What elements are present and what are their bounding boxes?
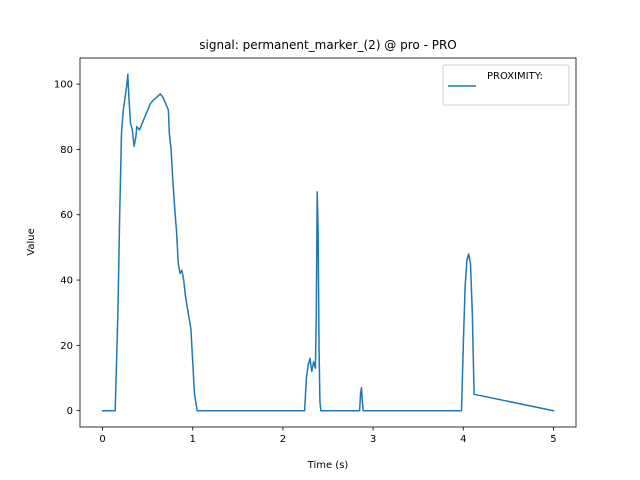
x-tick-label: 4 <box>460 434 466 445</box>
y-tick-label: 80 <box>60 145 73 156</box>
x-tick-label: 3 <box>370 434 376 445</box>
x-axis-ticks: 0 1 2 3 4 5 <box>99 427 557 445</box>
legend-label-proximity: PROXIMITY: <box>487 71 543 82</box>
y-tick-label: 20 <box>60 341 73 352</box>
chart-title: signal: permanent_marker_(2) @ pro - PRO <box>199 38 456 52</box>
series-line-proximity <box>101 73 555 412</box>
x-tick-label: 1 <box>190 434 196 445</box>
x-tick-label: 5 <box>550 434 556 445</box>
x-tick-label: 0 <box>99 434 105 445</box>
y-axis-ticks: 0 20 40 60 80 100 <box>54 80 80 417</box>
plot-area <box>79 57 577 428</box>
x-tick-label: 2 <box>280 434 286 445</box>
y-tick-label: 60 <box>60 210 73 221</box>
y-axis-label: Value <box>26 228 37 255</box>
axes-frame <box>79 57 577 428</box>
y-tick-label: 100 <box>54 80 73 91</box>
legend-box <box>442 64 570 106</box>
legend: PROXIMITY: <box>442 64 570 106</box>
y-tick-label: 0 <box>67 406 73 417</box>
y-tick-label: 40 <box>60 276 73 287</box>
x-axis-label: Time (s) <box>307 460 349 471</box>
